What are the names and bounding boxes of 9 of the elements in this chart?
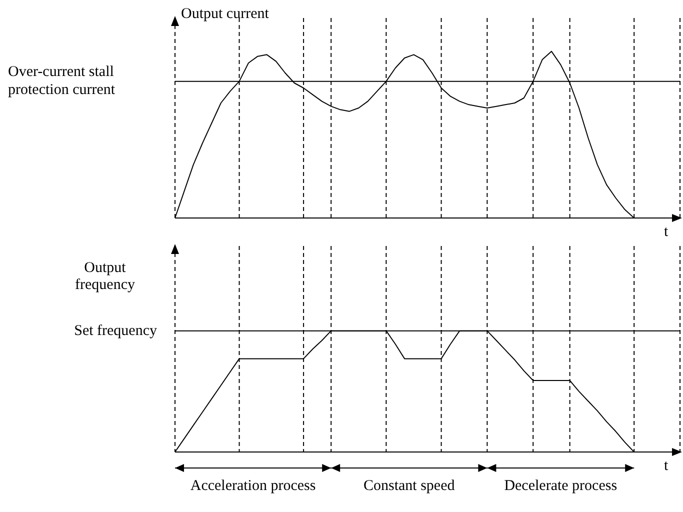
- y-axis-title: Output current: [181, 6, 269, 23]
- y-axis-title: Output frequency: [74, 260, 136, 294]
- x-axis-title: t: [664, 458, 668, 475]
- text: Acceleration process: [189, 478, 317, 495]
- x-axis-title: t: [664, 224, 668, 241]
- ref-line-label: Over-current stall protection current: [8, 63, 116, 100]
- text: Decelerate process: [503, 478, 618, 495]
- text: Constant speed: [362, 478, 456, 495]
- ref-line-label: Set frequency: [73, 322, 158, 340]
